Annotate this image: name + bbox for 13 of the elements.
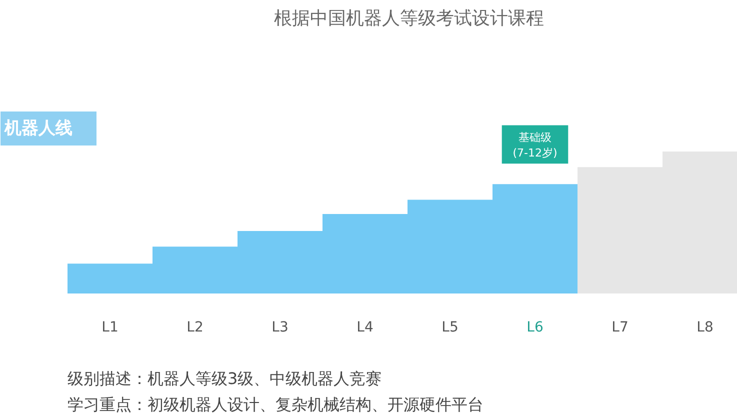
annotation: 基础级 (7-12岁) [512, 130, 558, 160]
x-tick-label: L7 [612, 320, 628, 336]
x-tick-label: L8 [696, 320, 714, 336]
x-tick-label: L5 [442, 320, 458, 336]
x-tick-label: L6 [526, 320, 544, 336]
chart-title: 根据中国机器人等级考试设计课程 [274, 8, 544, 29]
x-tick-label: L2 [186, 320, 204, 336]
x-tick-label: L1 [102, 320, 118, 336]
x-tick-label: L4 [356, 320, 374, 336]
text: 学习重点：初级机器人设计、复杂机械结构、开源硬件平台 [68, 395, 484, 414]
text: 级别描述：机器人等级3级、中级机器人竞赛 [68, 369, 382, 388]
x-tick-label: L3 [272, 320, 288, 336]
text: 机器人线 [4, 118, 72, 138]
